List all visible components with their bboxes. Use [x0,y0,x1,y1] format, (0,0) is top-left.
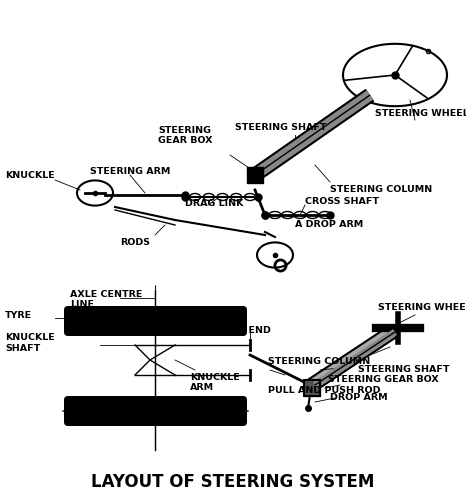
Text: KNUCKLE
ARM: KNUCKLE ARM [190,373,240,392]
Text: PULL AND PUSH ROD: PULL AND PUSH ROD [268,386,381,395]
Text: STEERING GEAR BOX: STEERING GEAR BOX [328,375,439,384]
Text: A DROP ARM: A DROP ARM [295,220,363,229]
Text: DRAG LINK: DRAG LINK [185,199,243,208]
Text: STEERING SHAFT: STEERING SHAFT [358,365,450,374]
Text: RODS: RODS [120,238,150,247]
Text: STEERING
GEAR BOX: STEERING GEAR BOX [158,125,212,145]
Text: STEERING COLUMN: STEERING COLUMN [268,358,370,367]
Text: STEERING SHAFT: STEERING SHAFT [235,124,327,132]
Text: AXLE CENTRE
LINE: AXLE CENTRE LINE [70,290,143,310]
Text: STEERING COLUMN: STEERING COLUMN [330,185,432,194]
Text: KNUCKLE
SHAFT: KNUCKLE SHAFT [5,333,55,353]
Text: DROP ARM: DROP ARM [330,392,388,401]
Text: STEERING WHEEL: STEERING WHEEL [378,304,466,312]
Text: CROSS SHAFT: CROSS SHAFT [305,197,379,206]
Text: TYRE: TYRE [5,310,32,319]
Text: KNUCKLE: KNUCKLE [5,171,55,180]
FancyBboxPatch shape [64,306,247,336]
Text: STEERING ARM: STEERING ARM [90,168,171,177]
Text: LAYOUT OF STEERING SYSTEM: LAYOUT OF STEERING SYSTEM [91,473,375,491]
Text: STEERING WHEEL: STEERING WHEEL [375,109,466,118]
FancyBboxPatch shape [64,396,247,426]
Text: ROD END: ROD END [222,326,271,335]
